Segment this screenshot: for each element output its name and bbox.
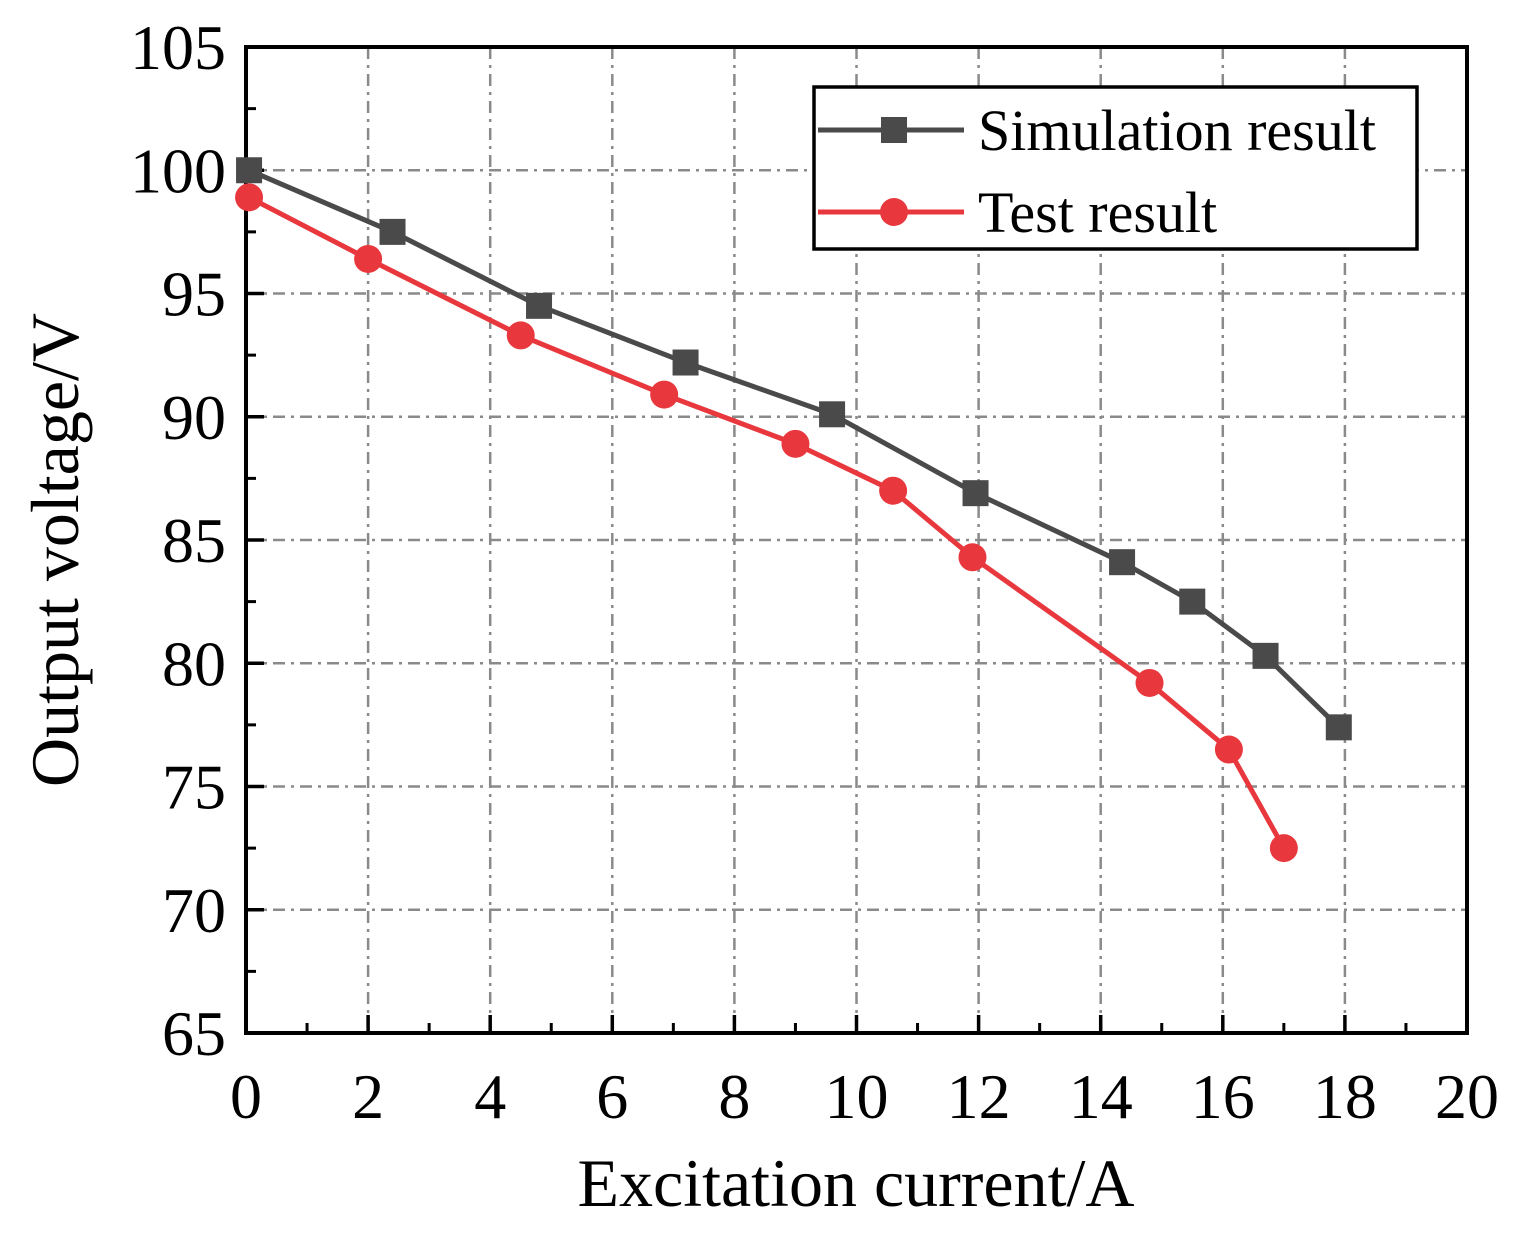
- data-point-circle: [650, 380, 679, 409]
- y-tick-label: 85: [162, 505, 226, 576]
- x-axis-title: Excitation current/A: [577, 1145, 1134, 1221]
- data-point-circle: [235, 183, 264, 212]
- data-point-square: [1252, 642, 1279, 669]
- data-point-circle: [958, 543, 987, 572]
- series-1: [235, 183, 1298, 863]
- data-point-square: [1325, 714, 1352, 741]
- x-tick-label: 4: [474, 1061, 506, 1132]
- y-tick-label: 80: [162, 628, 226, 699]
- y-tick-label: 70: [162, 875, 226, 946]
- x-tick-label: 0: [230, 1061, 262, 1132]
- series-0: [236, 157, 1352, 741]
- data-point-circle: [1214, 735, 1243, 764]
- legend-label: Simulation result: [978, 98, 1376, 163]
- x-tick-label: 8: [718, 1061, 750, 1132]
- y-tick-label: 65: [162, 998, 226, 1069]
- legend-box: [812, 85, 1419, 251]
- x-tick-label: 20: [1435, 1061, 1499, 1132]
- legend-items: Simulation result Test result: [818, 98, 1376, 245]
- legend-label: Test result: [978, 180, 1217, 245]
- y-axis-tick-labels: 65 70 75 80 85 90 95 100 105: [130, 12, 226, 1069]
- data-point-square: [379, 218, 406, 245]
- x-tick-label: 14: [1069, 1061, 1133, 1132]
- series-line: [247, 195, 1287, 850]
- series-line: [248, 167, 1341, 730]
- data-point-square: [962, 480, 989, 507]
- x-tick-label: 10: [825, 1061, 889, 1132]
- y-tick-label: 105: [130, 12, 226, 83]
- y-tick-label: 100: [130, 135, 226, 206]
- y-tick-label: 95: [162, 259, 226, 330]
- major-ticks: [244, 45, 1469, 1035]
- x-axis-tick-labels: 0 2 4 6 8 10 12 14 16 18 20: [230, 1061, 1499, 1132]
- data-point-circle: [1135, 668, 1164, 697]
- legend-item: Test result: [818, 180, 1217, 245]
- data-series: [235, 157, 1352, 863]
- data-point-square: [672, 349, 699, 376]
- y-tick-label: 90: [162, 382, 226, 453]
- data-point-circle: [879, 476, 908, 505]
- data-point-square: [236, 157, 263, 184]
- data-point-square: [526, 292, 553, 319]
- y-axis-title: Output voltage/V: [17, 313, 93, 787]
- x-tick-label: 2: [352, 1061, 384, 1132]
- y-tick-label: 75: [162, 752, 226, 823]
- data-point-circle: [506, 321, 535, 350]
- x-tick-label: 6: [596, 1061, 628, 1132]
- legend-marker-circle: [880, 198, 908, 226]
- legend: Simulation result Test result: [812, 85, 1419, 251]
- x-tick-label: 12: [947, 1061, 1011, 1132]
- data-point-square: [819, 401, 846, 428]
- legend-item: Simulation result: [818, 98, 1376, 163]
- legend-marker-square: [881, 117, 907, 143]
- data-point-square: [1179, 588, 1206, 615]
- data-point-circle: [1269, 834, 1298, 863]
- data-point-circle: [354, 244, 383, 273]
- x-tick-label: 16: [1191, 1061, 1255, 1132]
- data-point-square: [1109, 549, 1136, 576]
- x-tick-label: 18: [1313, 1061, 1377, 1132]
- data-point-circle: [781, 429, 810, 458]
